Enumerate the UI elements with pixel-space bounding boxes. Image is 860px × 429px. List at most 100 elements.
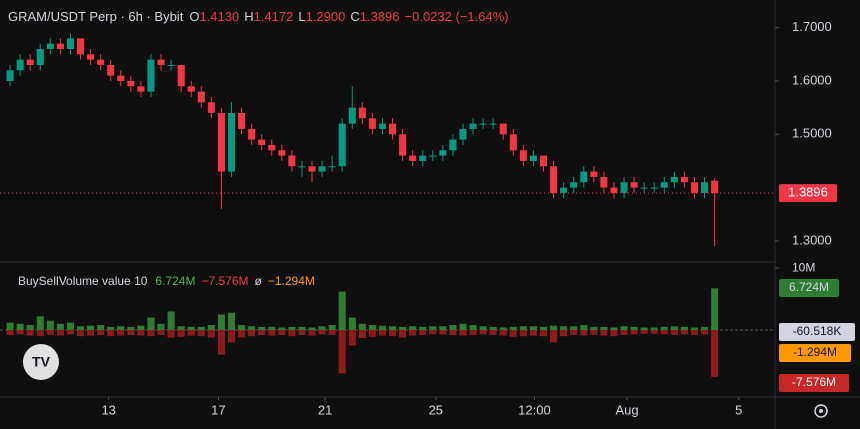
y-tick-label: 1.5000: [792, 126, 832, 141]
symbol: GRAM/USDT Perp · 6h · Bybit: [8, 9, 184, 24]
sell-volume-bar: [459, 330, 467, 336]
candle-body: [539, 155, 548, 167]
buy-volume-bar: [429, 326, 437, 330]
candle-body: [489, 123, 497, 125]
buy-volume-bar: [630, 326, 638, 330]
sell-volume-bar: [670, 330, 678, 335]
sell-volume-bar: [701, 330, 709, 335]
buy-volume-bar: [217, 314, 225, 330]
buy-volume-bar: [66, 322, 74, 330]
buy-volume-bar: [701, 326, 709, 330]
buy-volume-bar: [711, 288, 719, 330]
candle-body: [6, 70, 14, 81]
buy-volume-bar: [489, 326, 497, 330]
candle-body: [640, 187, 648, 189]
sell-volume-bar: [519, 330, 527, 337]
buy-volume-bar: [590, 326, 598, 330]
candle-body: [217, 112, 225, 172]
buy-volume-bar: [449, 325, 457, 330]
buy-volume-bar: [519, 326, 527, 330]
buy-volume-bar: [207, 325, 215, 330]
buy-volume-bar: [680, 326, 688, 330]
settings-icon[interactable]: [814, 404, 828, 418]
candle-body: [97, 59, 105, 65]
scale-label-box: [779, 323, 855, 341]
low: 1.2900: [306, 9, 346, 24]
buy-volume-bar: [358, 323, 366, 330]
buy-volume-bar: [399, 326, 407, 330]
buy-volume-bar: [248, 326, 256, 330]
candle-body: [660, 182, 668, 188]
candle-body: [308, 166, 316, 172]
buy-volume-bar: [640, 327, 648, 330]
sell-volume-bar: [127, 330, 135, 335]
buy-volume-bar: [318, 326, 326, 330]
x-tick-label: 25: [429, 402, 443, 417]
candle-body: [459, 128, 467, 140]
candle-body: [620, 182, 628, 193]
buy-volume-bar: [288, 326, 296, 330]
candle-body: [358, 107, 366, 119]
buy-volume-bar: [76, 326, 85, 330]
sell-volume-bar: [650, 330, 658, 334]
high: 1.4172: [254, 9, 294, 24]
buy-volume-bar: [660, 326, 668, 330]
candle-body: [207, 102, 215, 113]
sell-volume-bar: [207, 330, 215, 338]
candle-body: [600, 176, 608, 188]
o-key: O: [189, 9, 199, 24]
candle-body: [479, 123, 487, 125]
y-tick-label: 1.7000: [792, 19, 832, 34]
sell-volume-bar: [46, 330, 54, 335]
sell-volume-bar: [610, 330, 618, 337]
candle-body: [298, 166, 306, 168]
sell-volume-bar: [328, 330, 336, 335]
sell-volume-bar: [550, 330, 558, 343]
l-key: L: [298, 9, 305, 24]
buy-volume-bar: [328, 325, 336, 330]
close: 1.3896: [360, 9, 400, 24]
h-key: H: [244, 9, 253, 24]
svg-text:TV: TV: [32, 354, 51, 370]
candle-body: [36, 48, 44, 65]
sell-volume-bar: [97, 330, 105, 335]
buy-volume-bar: [147, 317, 155, 330]
sell-volume-bar: [66, 330, 74, 335]
buy-volume-bar: [238, 325, 246, 330]
sell-volume-bar: [560, 330, 568, 337]
sell-volume-bar: [56, 330, 64, 336]
buy-volume-bar: [368, 325, 376, 330]
buy-volume-bar: [36, 316, 44, 330]
buy-volume-bar: [348, 317, 356, 330]
scale-label: 6.724M: [789, 280, 829, 294]
scale-label: -60.518K: [793, 324, 842, 338]
buy-volume-bar: [46, 320, 54, 330]
sell-volume-bar: [197, 330, 205, 337]
candle-body: [610, 187, 618, 193]
candle-body: [137, 86, 145, 92]
candle-body: [680, 176, 688, 183]
buy-volume-bar: [570, 326, 578, 330]
buy-volume-bar: [268, 326, 276, 330]
avg-symbol: ø: [255, 274, 263, 288]
buy-volume-bar: [137, 325, 145, 330]
candle-body: [711, 180, 719, 194]
buy-volume-bar: [127, 326, 135, 330]
sell-volume-bar: [580, 330, 588, 336]
sell-volume-bar: [238, 330, 246, 338]
sell-volume-bar: [227, 330, 236, 343]
candle-body: [107, 64, 115, 76]
sell-volume-bar: [409, 330, 417, 336]
buy-volume-bar: [26, 325, 34, 330]
sell-volume-bar: [318, 330, 326, 335]
scale-label: -1.294M: [793, 345, 837, 359]
candle-body: [529, 155, 537, 161]
volume-legend: BuySellVolume value 10 6.724M −7.576M ø −1.2…: [18, 274, 315, 288]
buy-volume-bar: [670, 326, 678, 330]
buy-volume-bar: [6, 322, 14, 330]
buy-volume-bar: [389, 326, 397, 330]
candle-body: [409, 155, 417, 161]
buy-volume-bar: [600, 326, 608, 330]
buy-volume-bar: [509, 326, 517, 330]
